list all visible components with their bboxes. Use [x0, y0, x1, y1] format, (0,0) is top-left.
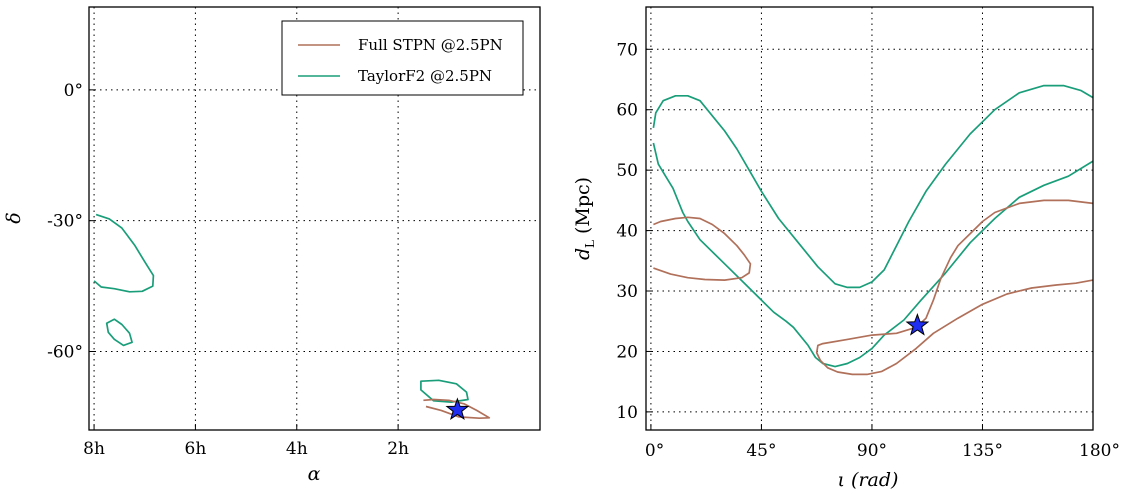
x-tick-label: 2h: [387, 439, 409, 459]
x-tick-label: 8h: [83, 439, 105, 459]
y-axis-label: δ: [3, 212, 25, 223]
x-ticks: 0° 45° 90° 135° 180°: [645, 424, 1120, 461]
x-ticks: 8h 6h 4h 2h: [83, 424, 409, 459]
y-axis-label-symbol: d: [572, 248, 594, 260]
y-axis-label: d L (Mpc): [572, 177, 597, 260]
injection-star-marker: [905, 313, 930, 336]
y-tick-label: 40: [616, 222, 638, 242]
legend: Full STPN @2.5PN TaylorF2 @2.5PN: [281, 20, 524, 96]
x-tick-label: 135°: [962, 441, 1003, 461]
y-tick-label: 30: [616, 282, 638, 302]
x-tick-label: 90°: [857, 441, 887, 461]
legend-label-taylorf2: TaylorF2 @2.5PN: [358, 67, 492, 85]
y-ticks: 0° -30° -60°: [47, 81, 95, 363]
y-ticks: 10 20 30 40 50 60 70: [616, 40, 652, 423]
x-tick-label: 4h: [286, 439, 308, 459]
contour-full-stpn-3: [423, 398, 491, 420]
contour-taylorf2-0: [93, 213, 155, 293]
x-axis-label: α: [308, 463, 321, 485]
contour-full-stpn-3: [815, 199, 1094, 376]
y-tick-label: 0°: [64, 81, 83, 101]
legend-box: [281, 20, 524, 96]
y-tick-label: 20: [616, 342, 638, 362]
x-tick-label: 180°: [1079, 441, 1120, 461]
contour-taylorf2-1: [652, 142, 1094, 368]
y-axis-label-unit: (Mpc): [572, 177, 594, 234]
x-tick-label: 6h: [185, 439, 207, 459]
plot-frame: [88, 6, 541, 431]
injection-star-marker: [445, 397, 470, 420]
legend-label-full-stpn: Full STPN @2.5PN: [358, 36, 503, 54]
y-axis-label-subscript: L: [583, 240, 597, 248]
x-tick-label: 0°: [645, 441, 664, 461]
grid: [646, 7, 1094, 430]
y-tick-label: 50: [616, 161, 638, 181]
y-tick-label: 70: [616, 40, 638, 60]
sky-position-panel: 8h 6h 4h 2h 0° -30° -60° α δ Full STPN @2.5PN…: [3, 6, 541, 485]
curves: [93, 213, 491, 420]
y-tick-label: -30°: [47, 212, 83, 232]
y-tick-label: 10: [616, 403, 638, 423]
y-tick-label: 60: [616, 101, 638, 121]
x-tick-label: 45°: [746, 441, 776, 461]
x-axis-label: ι (rad): [838, 469, 899, 491]
contour-taylorf2-0: [652, 84, 1094, 289]
contour-taylorf2-2: [420, 379, 469, 403]
curves: [652, 84, 1094, 376]
contour-taylorf2-1: [105, 318, 133, 347]
plot-frame: [645, 6, 1094, 431]
y-tick-label: -60°: [47, 343, 83, 363]
contour-full-stpn-2: [653, 216, 752, 281]
